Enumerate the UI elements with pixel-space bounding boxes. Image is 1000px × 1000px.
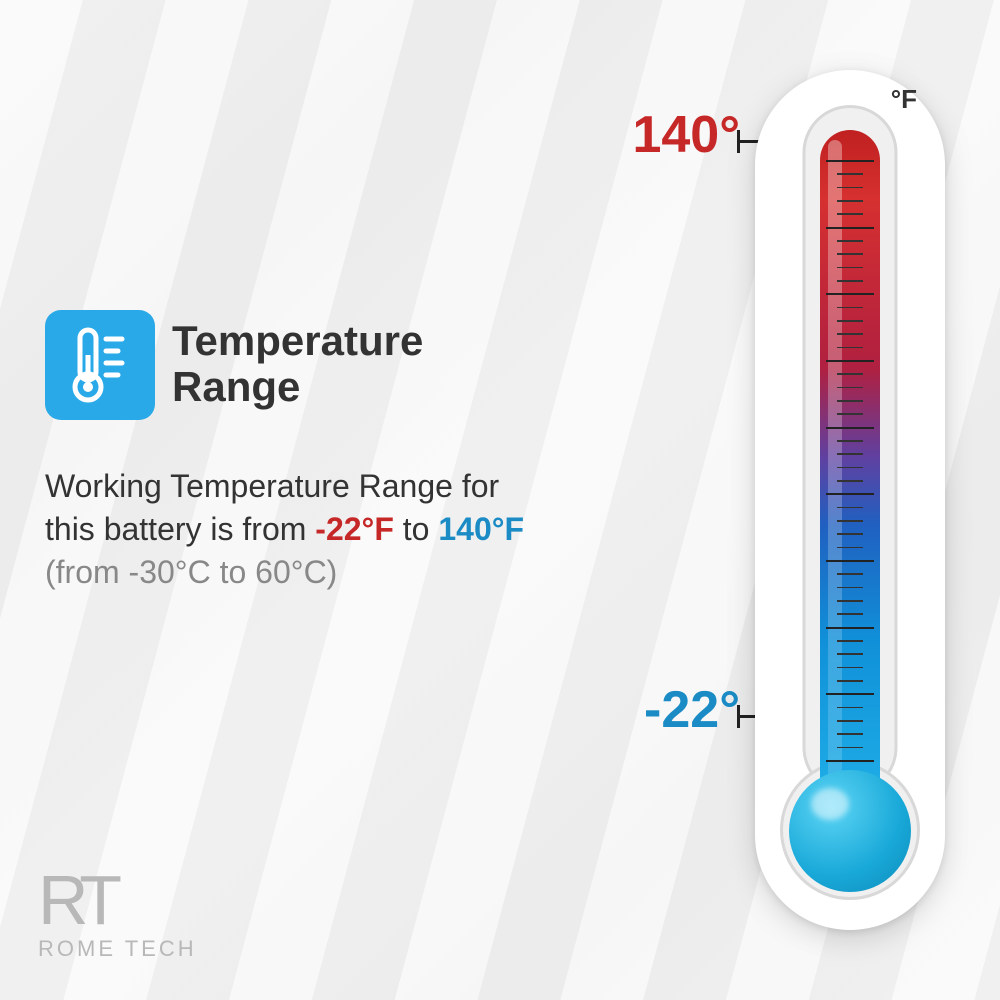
thermometer-body: °F [755,70,945,930]
thermometer-bulb [789,770,911,892]
logo-text: ROME TECH [38,936,197,962]
tick-mark [837,320,863,322]
tick-mark [837,280,863,282]
tick-mark [837,587,863,589]
tick-mark [837,733,863,735]
tick-mark [837,573,863,575]
tick-mark [837,400,863,402]
thermometer-icon-box [45,310,155,420]
tick-mark [837,187,863,189]
tick-mark [837,333,863,335]
tick-mark [837,347,863,349]
tick-mark [826,293,874,295]
tick-mark [837,253,863,255]
tick-mark [837,467,863,469]
tick-mark [837,387,863,389]
tick-mark [837,613,863,615]
tick-mark [837,240,863,242]
tick-mark [837,200,863,202]
tick-mark [837,213,863,215]
thermometer-icon [65,325,135,405]
logo-mark: RT [38,872,197,928]
tick-mark [837,520,863,522]
tick-mark [826,627,874,629]
tick-mark [826,560,874,562]
tick-mark [837,667,863,669]
unit-label: °F [891,84,917,115]
tick-mark [837,453,863,455]
tick-mark [837,547,863,549]
tick-mark [837,373,863,375]
tick-mark [837,480,863,482]
tick-mark [837,720,863,722]
desc-high-f: 140°F [438,511,524,547]
tick-mark [837,640,863,642]
description-text: Working Temperature Range for this batte… [45,465,525,595]
tick-mark [826,493,874,495]
tick-mark [826,360,874,362]
infographic-content: TemperatureRange Working Temperature Ran… [0,0,1000,1000]
low-temp-label: -22° [644,680,740,740]
desc-mid: to [394,511,438,547]
high-temp-label: 140° [632,105,740,165]
tick-mark [837,600,863,602]
tick-mark [837,307,863,309]
tick-mark [837,440,863,442]
tick-mark [826,227,874,229]
tick-mark [837,267,863,269]
tick-mark [837,653,863,655]
tick-mark [837,173,863,175]
tick-mark [826,160,874,162]
tick-mark [826,760,874,762]
desc-celsius: (from -30°C to 60°C) [45,554,337,590]
brand-logo: RT ROME TECH [38,872,197,962]
thermometer-graphic: °F [750,70,950,940]
tick-mark [837,680,863,682]
tick-mark [837,707,863,709]
tick-mark [826,693,874,695]
thermometer-ticks [850,160,852,760]
tick-mark [826,427,874,429]
tick-mark [837,413,863,415]
tick-mark [837,747,863,749]
tick-mark [837,507,863,509]
title-line1: TemperatureRange [172,317,423,410]
tick-mark [837,533,863,535]
desc-low-f: -22°F [315,511,394,547]
section-title: TemperatureRange [172,318,423,410]
